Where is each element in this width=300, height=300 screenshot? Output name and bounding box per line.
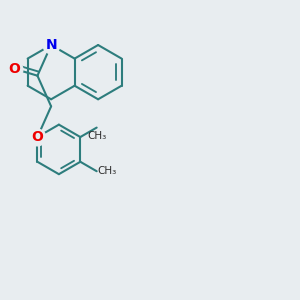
Text: N: N [45, 38, 57, 52]
Text: O: O [32, 130, 44, 144]
Text: O: O [8, 61, 20, 76]
Text: CH₃: CH₃ [98, 166, 117, 176]
Text: CH₃: CH₃ [87, 131, 106, 141]
